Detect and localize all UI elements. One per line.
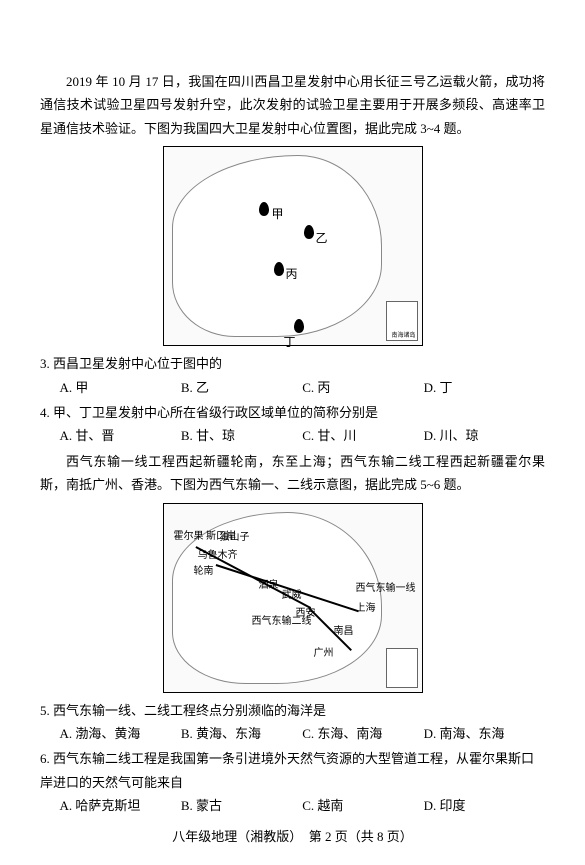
label-ding: 丁 — [284, 333, 296, 350]
q4-opt-b: B. 甘、琼 — [181, 424, 302, 447]
label-line2: 西气东输二线 — [252, 612, 312, 627]
marker-yi — [304, 225, 314, 239]
q5-opt-b: B. 黄海、东海 — [181, 722, 302, 745]
q6-options: A. 哈萨克斯坦 B. 蒙古 C. 越南 D. 印度 — [40, 794, 545, 817]
inset-south-sea: 南海诸岛 — [386, 301, 418, 341]
label-yi: 乙 — [316, 229, 328, 246]
city-dushanzi: 独山子 — [220, 528, 250, 543]
city-lunnan: 轮南 — [194, 562, 214, 577]
page-footer: 八年级地理（湘教版） 第 2 页（共 8 页） — [0, 826, 585, 845]
q3-stem: 3. 西昌卫星发射中心位于图中的 — [40, 352, 545, 375]
map-satellite-centers: 甲 乙 丙 丁 南海诸岛 — [163, 146, 423, 346]
label-bing: 丙 — [286, 265, 298, 282]
intro-1: 2019 年 10 月 17 日，我国在四川西昌卫星发射中心用长征三号乙运载火箭… — [40, 70, 545, 140]
q3-opt-d: D. 丁 — [424, 376, 545, 399]
q5-opt-d: D. 南海、东海 — [424, 722, 545, 745]
q3-opt-a: A. 甲 — [60, 376, 181, 399]
label-jia: 甲 — [272, 205, 284, 222]
q4-options: A. 甘、晋 B. 甘、琼 C. 甘、川 D. 川、琼 — [40, 424, 545, 447]
map-gas-pipeline: 霍尔果 斯口岸 独山子 乌鲁木齐 轮南 酒泉 武威 西安 上海 南昌 广州 西气… — [163, 503, 423, 693]
marker-jia — [259, 202, 269, 216]
q6-opt-c: C. 越南 — [302, 794, 423, 817]
q4-opt-a: A. 甘、晋 — [60, 424, 181, 447]
q5-opt-a: A. 渤海、黄海 — [60, 722, 181, 745]
intro-2: 西气东输一线工程西起新疆轮南，东至上海；西气东输二线工程西起新疆霍尔果斯，南抵广… — [40, 450, 545, 497]
q3-opt-b: B. 乙 — [181, 376, 302, 399]
q5-stem: 5. 西气东输一线、二线工程终点分别濒临的海洋是 — [40, 699, 545, 722]
inset-label: 南海诸岛 — [391, 330, 415, 339]
q5-options: A. 渤海、黄海 B. 黄海、东海 C. 东海、南海 D. 南海、东海 — [40, 722, 545, 745]
q4-opt-c: C. 甘、川 — [302, 424, 423, 447]
china-outline — [172, 155, 382, 337]
q6-opt-d: D. 印度 — [424, 794, 545, 817]
q6-opt-a: A. 哈萨克斯坦 — [60, 794, 181, 817]
label-line1: 西气东输一线 — [356, 579, 416, 594]
q6-opt-b: B. 蒙古 — [181, 794, 302, 817]
marker-bing — [274, 262, 284, 276]
q3-options: A. 甲 B. 乙 C. 丙 D. 丁 — [40, 376, 545, 399]
q5-opt-c: C. 东海、南海 — [302, 722, 423, 745]
inset-south-sea-2 — [386, 648, 418, 688]
marker-ding — [294, 319, 304, 333]
q6-stem: 6. 西气东输二线工程是我国第一条引进境外天然气资源的大型管道工程，从霍尔果斯口… — [40, 747, 545, 794]
q3-opt-c: C. 丙 — [302, 376, 423, 399]
city-guangzhou: 广州 — [314, 644, 334, 659]
q4-stem: 4. 甲、丁卫星发射中心所在省级行政区域单位的简称分别是 — [40, 401, 545, 424]
q4-opt-d: D. 川、琼 — [424, 424, 545, 447]
